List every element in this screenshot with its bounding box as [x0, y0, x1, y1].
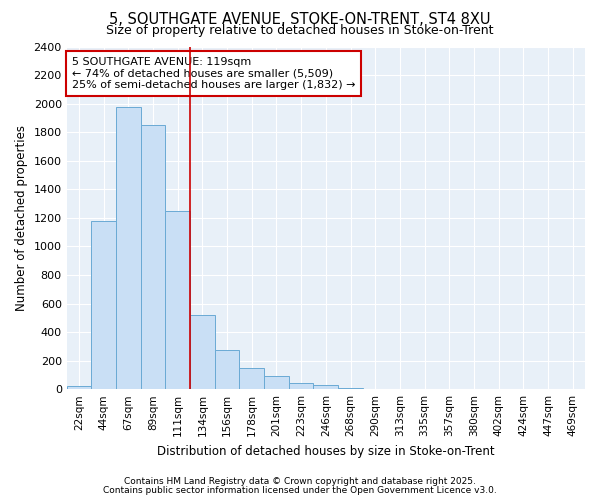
- Text: Contains public sector information licensed under the Open Government Licence v3: Contains public sector information licen…: [103, 486, 497, 495]
- Text: Contains HM Land Registry data © Crown copyright and database right 2025.: Contains HM Land Registry data © Crown c…: [124, 477, 476, 486]
- Text: 5 SOUTHGATE AVENUE: 119sqm
← 74% of detached houses are smaller (5,509)
25% of s: 5 SOUTHGATE AVENUE: 119sqm ← 74% of deta…: [72, 57, 355, 90]
- Bar: [116, 107, 141, 389]
- X-axis label: Distribution of detached houses by size in Stoke-on-Trent: Distribution of detached houses by size …: [157, 444, 494, 458]
- Bar: [166, 210, 190, 389]
- Bar: [67, 386, 91, 389]
- Bar: [141, 125, 166, 389]
- Text: 5, SOUTHGATE AVENUE, STOKE-ON-TRENT, ST4 8XU: 5, SOUTHGATE AVENUE, STOKE-ON-TRENT, ST4…: [109, 12, 491, 28]
- Bar: [264, 376, 289, 389]
- Bar: [289, 384, 313, 389]
- Bar: [239, 368, 264, 389]
- Bar: [338, 388, 363, 389]
- Bar: [91, 222, 116, 389]
- Bar: [190, 315, 215, 389]
- Y-axis label: Number of detached properties: Number of detached properties: [15, 125, 28, 311]
- Bar: [313, 385, 338, 389]
- Bar: [215, 350, 239, 389]
- Text: Size of property relative to detached houses in Stoke-on-Trent: Size of property relative to detached ho…: [106, 24, 494, 37]
